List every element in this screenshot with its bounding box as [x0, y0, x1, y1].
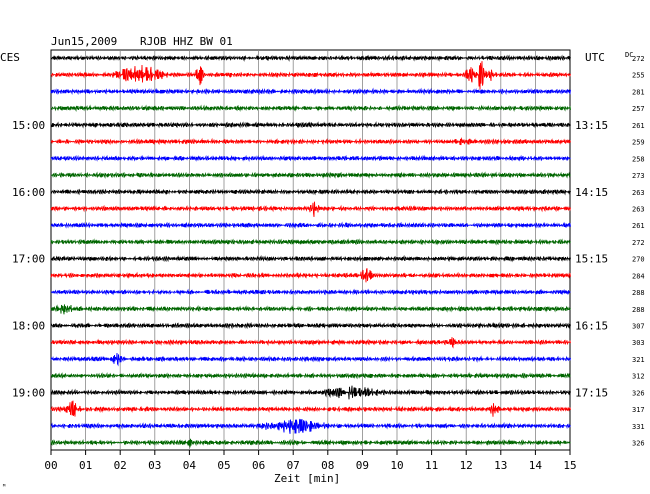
dc-value: 288 — [632, 289, 645, 297]
x-tick-label: 07 — [287, 459, 300, 472]
x-tick-label: 02 — [114, 459, 127, 472]
trace-row — [50, 418, 571, 434]
dc-value: 273 — [632, 172, 645, 180]
station-label: RJOB HHZ BW 01 — [140, 35, 233, 48]
trace-row — [50, 254, 571, 263]
trace-row — [50, 337, 571, 349]
left-hour-labels: 15:00 16:00 17:00 18:00 19:00 — [12, 119, 45, 400]
dc-value: 321 — [632, 356, 645, 364]
right-timezone-label: UTC — [585, 51, 605, 64]
x-tick-label: 11 — [425, 459, 438, 472]
trace-lines — [50, 54, 571, 448]
dc-value: 326 — [632, 389, 645, 397]
trace-row — [50, 400, 571, 417]
trace-row — [50, 371, 571, 380]
right-hour-label: 14:15 — [575, 186, 608, 199]
right-hour-label: 15:15 — [575, 253, 608, 266]
x-tick-label: 00 — [44, 459, 57, 472]
left-hour-label: 18:00 — [12, 320, 45, 333]
trace-row — [50, 188, 571, 196]
trace-row — [50, 385, 571, 400]
x-tick-label: 03 — [148, 459, 161, 472]
right-hour-labels: 13:15 14:15 15:15 16:15 17:15 — [575, 119, 608, 400]
trace-row — [50, 61, 571, 90]
x-tick-label: 04 — [183, 459, 197, 472]
x-tick-label: 12 — [460, 459, 473, 472]
trace-row — [50, 87, 571, 96]
trace-row — [50, 137, 571, 146]
x-axis-ticks: 00 01 02 03 04 05 06 07 08 09 10 11 12 13 14 15 — [44, 450, 577, 472]
x-tick-label: 10 — [390, 459, 403, 472]
left-hour-label: 17:00 — [12, 253, 45, 266]
dc-value: 255 — [632, 72, 645, 80]
trace-row — [50, 304, 571, 315]
trace-row — [50, 268, 571, 283]
trace-row — [50, 438, 571, 448]
trace-row — [50, 171, 571, 179]
left-timezone-label: CES — [0, 51, 20, 64]
x-tick-label: 05 — [217, 459, 230, 472]
dc-value: 317 — [632, 406, 645, 414]
x-tick-label: 01 — [79, 459, 92, 472]
right-hour-label: 13:15 — [575, 119, 608, 132]
left-hour-label: 19:00 — [12, 386, 45, 399]
trace-row — [50, 221, 571, 230]
dc-value: 312 — [632, 373, 645, 381]
trace-row — [50, 352, 571, 367]
dc-label: DC — [625, 51, 633, 59]
trace-row — [50, 321, 571, 330]
x-axis-label: Zeit [min] — [274, 472, 340, 485]
dc-value: 281 — [632, 88, 645, 96]
dc-value: 257 — [632, 105, 645, 113]
dc-value: 263 — [632, 205, 645, 213]
dc-value: 263 — [632, 189, 645, 197]
dc-value: 261 — [632, 222, 645, 230]
dc-value: 284 — [632, 272, 645, 280]
dc-value-labels: 272 255 281 257 261 259 258 273 263 263 261 272 270 2… — [632, 55, 645, 448]
x-tick-label: 13 — [494, 459, 507, 472]
trace-row — [50, 121, 571, 129]
trace-row — [50, 54, 571, 62]
trace-row — [50, 288, 571, 296]
minute-grid — [85, 50, 536, 450]
dc-value: 331 — [632, 423, 645, 431]
dc-value: 326 — [632, 440, 645, 448]
dc-value: 272 — [632, 239, 645, 247]
trace-row — [50, 201, 571, 217]
trace-row — [50, 238, 571, 246]
dc-value: 272 — [632, 55, 645, 63]
dc-value: 258 — [632, 155, 645, 163]
dc-value: 261 — [632, 122, 645, 130]
x-tick-label: 09 — [356, 459, 369, 472]
dc-value: 288 — [632, 306, 645, 314]
right-hour-label: 16:15 — [575, 320, 608, 333]
left-hour-label: 16:00 — [12, 186, 45, 199]
dc-value: 270 — [632, 256, 645, 264]
x-tick-label: 15 — [563, 459, 576, 472]
x-tick-label: 06 — [252, 459, 265, 472]
date-label: Jun15,2009 — [51, 35, 117, 48]
trace-row — [50, 154, 571, 162]
corner-mark: ᴹ — [2, 483, 6, 491]
dc-value: 259 — [632, 139, 645, 147]
right-hour-label: 17:15 — [575, 386, 608, 399]
trace-row — [50, 104, 571, 113]
dc-value: 303 — [632, 339, 645, 347]
left-hour-label: 15:00 — [12, 119, 45, 132]
dc-value: 307 — [632, 323, 645, 331]
x-tick-label: 14 — [529, 459, 543, 472]
plot-frame — [50, 49, 571, 451]
x-tick-label: 08 — [321, 459, 334, 472]
